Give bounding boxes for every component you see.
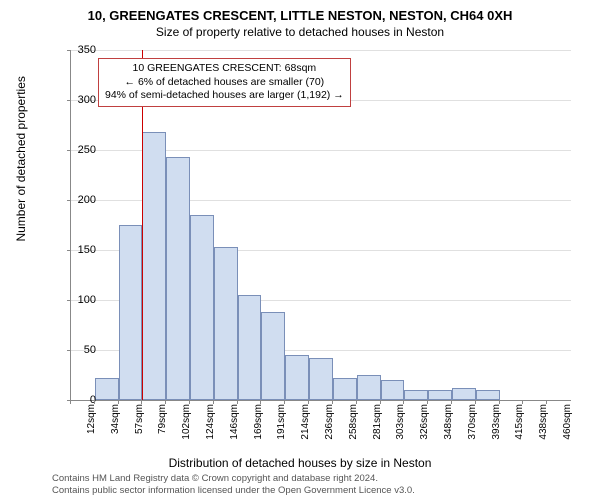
x-tick-mark	[356, 400, 357, 404]
histogram-bar	[452, 388, 476, 400]
y-tick-label: 50	[56, 344, 96, 356]
histogram-bar	[166, 157, 190, 400]
x-tick-label: 236sqm	[324, 404, 335, 440]
x-tick-mark	[284, 400, 285, 404]
annotation-line2: ← 6% of detached houses are smaller (70)	[105, 76, 344, 90]
y-tick-label: 200	[56, 194, 96, 206]
x-tick-mark	[427, 400, 428, 404]
x-tick-mark	[546, 400, 547, 404]
annotation-box: 10 GREENGATES CRESCENT: 68sqm ← 6% of de…	[98, 58, 351, 107]
footnote-line1: Contains HM Land Registry data © Crown c…	[52, 473, 415, 484]
x-tick-label: 79sqm	[157, 404, 168, 434]
histogram-bar	[476, 390, 500, 400]
y-tick-label: 100	[56, 294, 96, 306]
gridline	[71, 50, 571, 51]
x-tick-label: 326sqm	[419, 404, 430, 440]
x-axis-label: Distribution of detached houses by size …	[0, 456, 600, 470]
x-tick-mark	[141, 400, 142, 404]
y-tick-label: 150	[56, 244, 96, 256]
chart-title: 10, GREENGATES CRESCENT, LITTLE NESTON, …	[0, 0, 600, 23]
x-tick-mark	[380, 400, 381, 404]
annotation-line1: 10 GREENGATES CRESCENT: 68sqm	[105, 62, 344, 76]
x-tick-label: 124sqm	[205, 404, 216, 440]
x-tick-label: 370sqm	[467, 404, 478, 440]
x-tick-label: 415sqm	[514, 404, 525, 440]
histogram-bar	[357, 375, 381, 400]
x-tick-mark	[165, 400, 166, 404]
annotation-line3: 94% of semi-detached houses are larger (…	[105, 89, 344, 103]
histogram-bar	[261, 312, 285, 400]
x-tick-mark	[118, 400, 119, 404]
x-tick-label: 146sqm	[229, 404, 240, 440]
histogram-bar	[285, 355, 309, 400]
x-tick-mark	[213, 400, 214, 404]
x-tick-mark	[308, 400, 309, 404]
x-tick-mark	[499, 400, 500, 404]
x-tick-label: 169sqm	[253, 404, 264, 440]
x-tick-label: 258sqm	[348, 404, 359, 440]
footnote-line2: Contains public sector information licen…	[52, 485, 415, 496]
histogram-bar	[190, 215, 214, 400]
histogram-bar	[428, 390, 452, 400]
x-tick-mark	[522, 400, 523, 404]
x-tick-label: 57sqm	[134, 404, 145, 434]
x-tick-label: 460sqm	[562, 404, 573, 440]
x-tick-mark	[475, 400, 476, 404]
x-tick-mark	[332, 400, 333, 404]
x-tick-label: 393sqm	[491, 404, 502, 440]
x-tick-mark	[403, 400, 404, 404]
histogram-bar	[214, 247, 238, 400]
chart-container: 10, GREENGATES CRESCENT, LITTLE NESTON, …	[0, 0, 600, 500]
x-tick-label: 438sqm	[538, 404, 549, 440]
x-tick-label: 214sqm	[300, 404, 311, 440]
histogram-bar	[95, 378, 119, 400]
histogram-bar	[238, 295, 262, 400]
y-tick-label: 350	[56, 44, 96, 56]
x-tick-label: 281sqm	[372, 404, 383, 440]
footnote: Contains HM Land Registry data © Crown c…	[52, 473, 415, 496]
histogram-bar	[381, 380, 405, 400]
histogram-bar	[119, 225, 143, 400]
x-tick-label: 12sqm	[86, 404, 97, 434]
x-tick-mark	[70, 400, 71, 404]
y-tick-label: 250	[56, 144, 96, 156]
x-tick-mark	[260, 400, 261, 404]
x-tick-mark	[94, 400, 95, 404]
x-tick-label: 34sqm	[110, 404, 121, 434]
chart-subtitle: Size of property relative to detached ho…	[0, 23, 600, 39]
x-tick-label: 191sqm	[276, 404, 287, 440]
histogram-bar	[404, 390, 428, 400]
x-tick-label: 303sqm	[395, 404, 406, 440]
histogram-bar	[309, 358, 333, 400]
histogram-bar	[333, 378, 357, 400]
x-tick-mark	[451, 400, 452, 404]
x-tick-mark	[189, 400, 190, 404]
histogram-bar	[142, 132, 166, 400]
x-tick-label: 102sqm	[181, 404, 192, 440]
y-axis-label: Number of detached properties	[14, 76, 28, 241]
x-tick-label: 348sqm	[443, 404, 454, 440]
y-tick-label: 300	[56, 94, 96, 106]
x-tick-mark	[237, 400, 238, 404]
